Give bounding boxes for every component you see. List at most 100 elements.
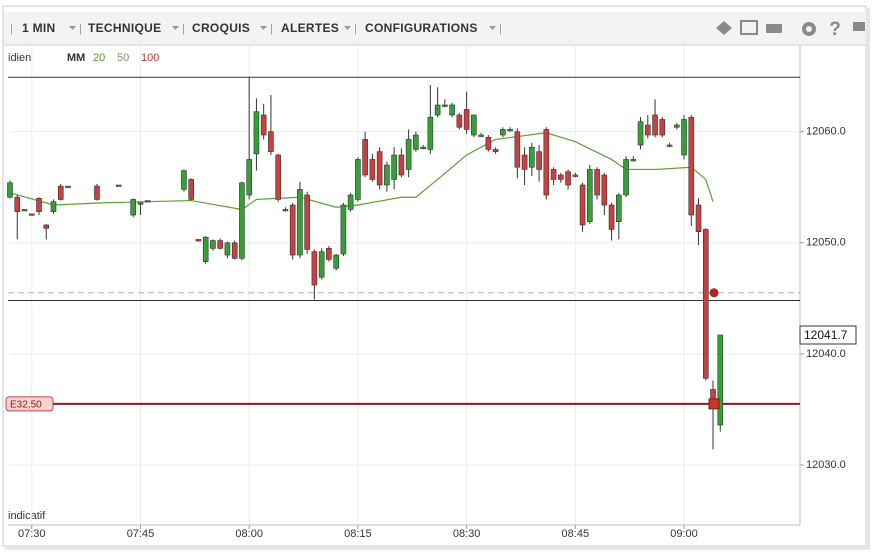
chat-icon[interactable] xyxy=(853,22,865,31)
candle-body xyxy=(579,184,586,226)
level-square xyxy=(708,398,720,410)
candle-body xyxy=(231,242,238,259)
menu-item[interactable]: CROQUIS xyxy=(192,21,250,35)
menu-item[interactable]: ALERTES xyxy=(281,21,339,35)
candle-body xyxy=(333,254,339,269)
candle-body xyxy=(130,199,137,216)
candle-body xyxy=(616,194,622,222)
candle-body xyxy=(355,159,361,200)
candle-body xyxy=(630,159,637,162)
candle-body xyxy=(181,170,187,190)
level-label: E32,50 xyxy=(10,400,42,411)
candle-body xyxy=(137,202,144,205)
candle-body xyxy=(652,114,658,136)
candle-body xyxy=(456,114,463,128)
y-tick-label: 12040.0 xyxy=(806,348,846,360)
level-label-box xyxy=(5,396,54,412)
image-icon[interactable] xyxy=(740,20,758,35)
candle-body xyxy=(478,134,484,137)
candle-body xyxy=(536,151,542,170)
candle-body xyxy=(289,204,296,256)
candle-body xyxy=(702,229,709,379)
candle-body xyxy=(362,139,368,176)
candle-body xyxy=(57,185,64,200)
candle-body xyxy=(659,119,666,136)
candle-body xyxy=(463,109,470,130)
settings-icon-hole xyxy=(806,26,812,32)
candle-body xyxy=(601,174,608,206)
candle-body xyxy=(521,154,528,170)
separator: | xyxy=(499,23,502,35)
candle-body xyxy=(644,124,651,136)
y-tick-label: 12060.0 xyxy=(806,126,846,138)
candle-body xyxy=(36,198,42,212)
candle-body xyxy=(282,209,289,212)
candle-body xyxy=(405,139,412,170)
dropdown-arrow xyxy=(260,26,267,30)
separator: | xyxy=(270,23,273,35)
candle-body xyxy=(217,240,223,249)
x-tick-label: 08:30 xyxy=(453,528,481,540)
x-tick-label: 08:15 xyxy=(344,528,372,540)
candle-body xyxy=(188,179,194,200)
separator: | xyxy=(79,23,82,35)
candle-body xyxy=(304,194,310,250)
x-tick-label: 07:30 xyxy=(18,528,46,540)
candle-body xyxy=(420,146,426,150)
dropdown-arrow xyxy=(69,26,76,30)
dropdown-arrow xyxy=(344,26,351,30)
print-icon[interactable] xyxy=(766,24,782,33)
candle-body xyxy=(413,134,419,150)
toolbar-items: | 1 MIN | TECHNIQUE | CROQUIS | ALERTES | CONFIGU… xyxy=(10,21,502,35)
candle-body xyxy=(637,121,644,146)
shadow xyxy=(5,547,870,550)
candle-body xyxy=(115,184,122,187)
menu-item[interactable]: TECHNIQUE xyxy=(88,21,161,35)
separator: | xyxy=(354,23,357,35)
candle-body xyxy=(376,151,383,186)
x-tick-label: 08:45 xyxy=(562,528,590,540)
candle-body xyxy=(384,164,390,186)
candle-body xyxy=(565,171,571,186)
candle-body xyxy=(608,204,615,230)
menu-item[interactable]: CONFIGURATIONS xyxy=(365,21,478,35)
candle-body xyxy=(543,129,550,196)
candle-body xyxy=(28,213,35,216)
candle-body xyxy=(550,169,557,180)
candle-body xyxy=(434,104,441,116)
candle-body xyxy=(210,240,216,249)
candle-body xyxy=(50,201,57,212)
candle-body xyxy=(681,119,687,156)
candle-body xyxy=(717,334,724,426)
candle-body xyxy=(202,236,209,262)
candle-body xyxy=(449,104,455,116)
candle-body xyxy=(529,146,535,168)
candle-body xyxy=(558,174,564,180)
legend-period: 100 xyxy=(141,52,159,64)
candle-body xyxy=(224,242,231,256)
candle-body xyxy=(594,169,600,196)
legend-period: 50 xyxy=(117,52,129,64)
candle-body xyxy=(94,185,100,200)
candle-body xyxy=(246,159,252,196)
shadow xyxy=(866,8,870,548)
x-tick-label: 08:00 xyxy=(235,528,263,540)
x-tick-label: 07:45 xyxy=(127,528,155,540)
candle-body xyxy=(673,124,680,128)
layers-icon[interactable] xyxy=(716,21,732,35)
separator: | xyxy=(182,23,185,35)
candle-body xyxy=(391,154,397,180)
separator: | xyxy=(10,23,13,35)
candle-body xyxy=(507,129,513,132)
candle-body xyxy=(144,200,151,203)
dropdown-arrow xyxy=(172,26,179,30)
candle-body xyxy=(587,169,593,222)
dropdown-arrow xyxy=(489,26,496,30)
menu-item[interactable]: 1 MIN xyxy=(22,21,56,35)
candle-body xyxy=(427,116,434,150)
footer-label: indicatif xyxy=(8,510,46,522)
last-price-box xyxy=(799,325,857,345)
help-icon[interactable]: ? xyxy=(829,19,841,40)
candle-body xyxy=(514,131,521,168)
